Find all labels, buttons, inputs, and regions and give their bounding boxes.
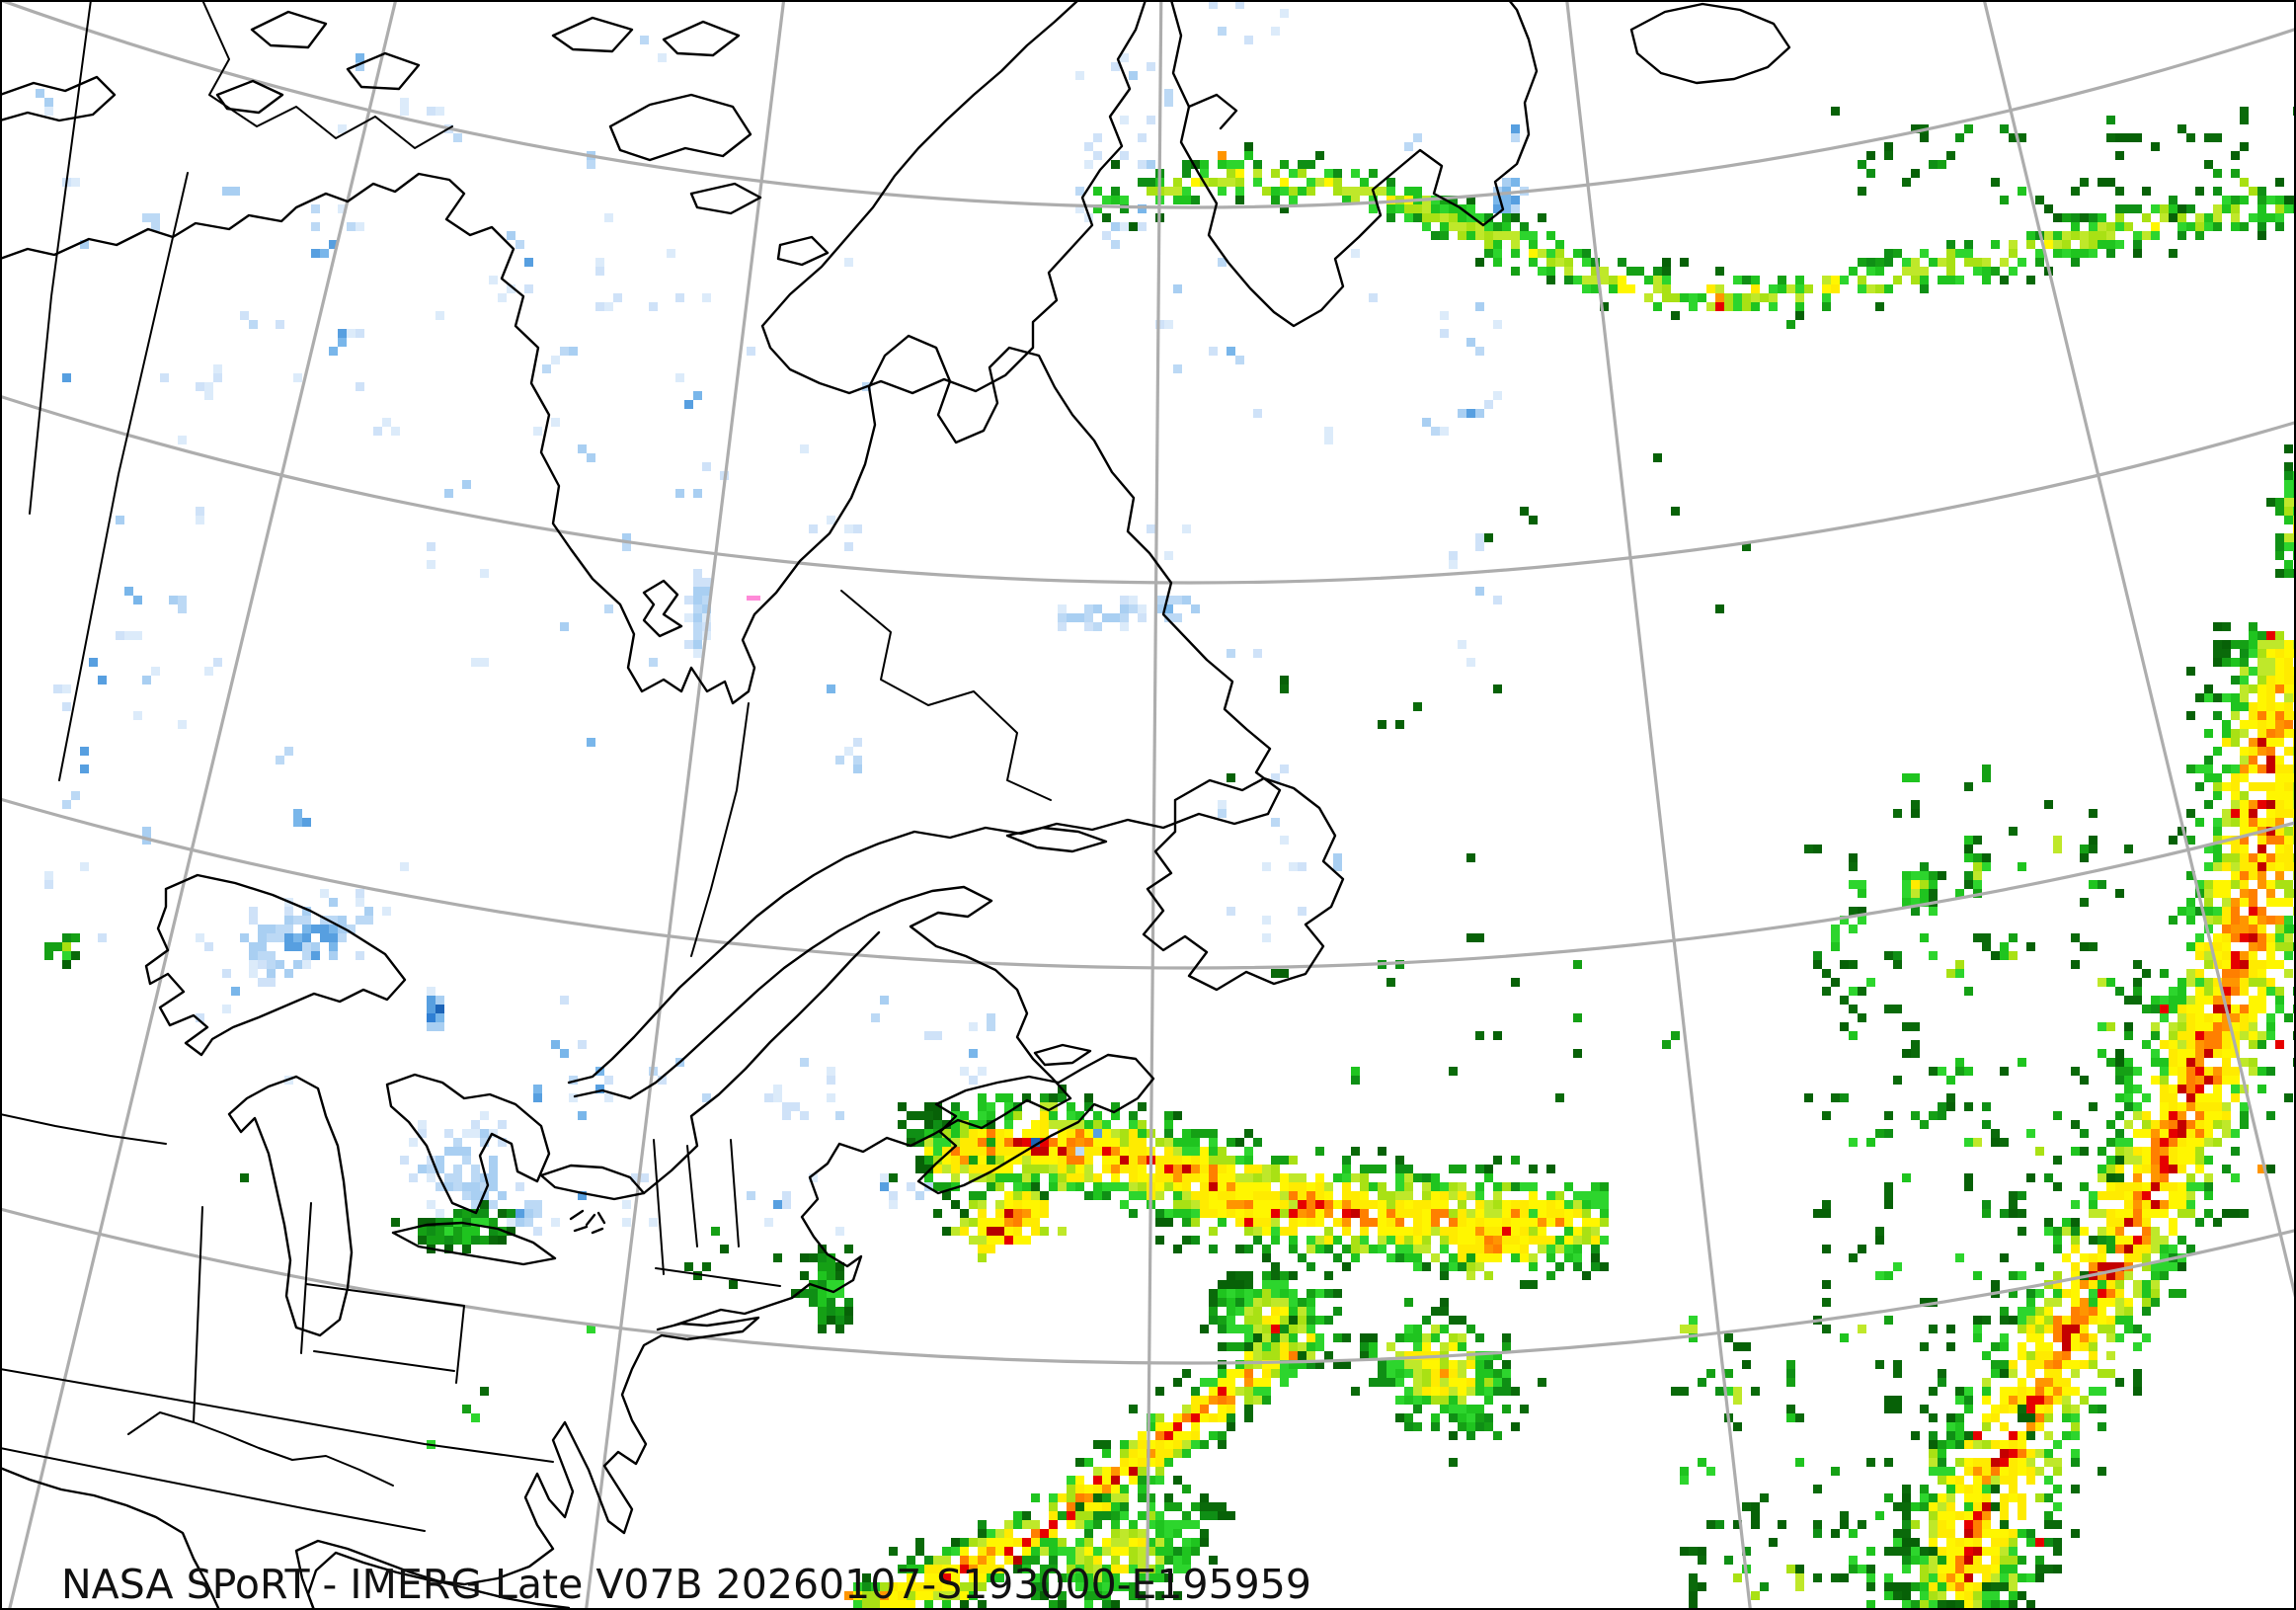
border-nunavut-zigzag	[201, 0, 453, 149]
border-mason-dixon	[313, 1350, 455, 1372]
coast-lake-superior	[144, 873, 407, 1057]
coast-us-east	[306, 1112, 1007, 1610]
pink-dash	[747, 596, 760, 601]
georgian-bay-snow	[400, 1111, 524, 1218]
soo-snow-streak	[427, 987, 444, 1031]
coast-lake-ontario	[539, 1164, 646, 1201]
storm-merge-lobe	[1342, 1298, 1546, 1467]
se-tip-greens	[684, 1227, 809, 1298]
coast-lake-erie	[391, 1221, 557, 1266]
coast-nova-scotia	[916, 1053, 1155, 1195]
coast-pei	[1033, 1043, 1092, 1067]
coast-gaspe-newbrunswick	[573, 885, 1072, 1116]
coast-lake-michigan	[227, 1075, 354, 1337]
border-ny-ne	[653, 1139, 665, 1275]
border-oh-pa	[300, 1202, 312, 1354]
erie-shore-snow	[498, 1200, 542, 1236]
hatch-marks	[569, 1209, 606, 1235]
border-ma-ct	[655, 1267, 781, 1287]
central-quebec-snow	[471, 249, 871, 773]
erie-shore-rain	[391, 1200, 515, 1253]
coast-anticosti	[1005, 826, 1108, 853]
right-storm-top-edge	[2266, 444, 2296, 578]
border-nh-me	[730, 1139, 740, 1248]
labrador-coast-snow	[1138, 116, 1529, 667]
right-storm-west-cell-a	[1902, 862, 1946, 916]
coast-mainland-hudson-bay	[0, 172, 1282, 816]
coast-gulf-florida	[0, 1466, 221, 1610]
border-mb-on	[58, 172, 189, 781]
gulf-stlawrence-snow-e	[1155, 596, 1200, 622]
coastline-layer	[0, 0, 1791, 1610]
coast-southampton-island	[608, 93, 752, 162]
isolated-green-cells	[62, 178, 2257, 1449]
border-va-nc	[0, 1368, 554, 1463]
coast-lake-huron	[385, 1073, 551, 1215]
gulf-stlawrence-snow	[1058, 596, 1147, 631]
right-storm-west-cell-b	[1964, 845, 1991, 898]
orange-accent-cells	[844, 151, 2284, 1600]
caption: NASA SPoRT - IMERG Late V07B 20260107-S1…	[61, 1561, 1311, 1608]
mid-atlantic-green-scatter	[1227, 453, 1751, 1102]
border-in-oh	[193, 1206, 203, 1423]
coast-greenland	[1169, 0, 1539, 328]
storm-core-west	[951, 1191, 1067, 1262]
political-borders-layer	[0, 0, 1052, 1532]
border-us-canada-west	[0, 1113, 167, 1145]
nw-prairie-snow	[36, 53, 471, 569]
coast-greenland-fjord	[1187, 93, 1238, 130]
coast-ellesmere-fragment	[662, 20, 741, 57]
coast-stlawrence-north-shore	[567, 812, 1270, 1085]
coast-king-william	[250, 10, 328, 49]
border-tn-ga	[0, 1447, 426, 1532]
greenland-interior-snow	[1209, 0, 1289, 44]
coast-baffin-island	[760, 0, 1148, 395]
tail-se-spread	[1013, 1476, 1235, 1610]
coast-mansel-island	[776, 235, 830, 267]
border-pa-ny	[305, 1283, 465, 1384]
red-accent-cells	[987, 302, 2284, 1610]
superior-snow-band	[222, 862, 409, 987]
coast-florida-east	[294, 1539, 571, 1610]
coast-devon-island	[551, 16, 634, 53]
border-vt-nh	[686, 1145, 698, 1248]
coast-victoria-island	[0, 75, 117, 122]
coast-newfoundland	[1142, 776, 1345, 992]
precipitation-layer	[36, 0, 2296, 1610]
border-quebec-labrador	[840, 590, 1052, 801]
right-storm-west-scatter	[1804, 765, 2142, 1333]
coast-prince-of-wales	[346, 51, 421, 91]
coast-belcher-islands	[642, 579, 683, 638]
storm-core-mid	[1191, 1165, 1298, 1236]
coast-coats-island	[689, 182, 762, 215]
newfoundland-snow	[1218, 765, 1342, 942]
tail-band	[853, 1316, 1342, 1610]
iceland-rain-band	[1093, 142, 2296, 329]
right-storm-spine	[1866, 622, 2296, 1610]
border-sk-mb	[29, 0, 92, 515]
border-ontario-quebec	[690, 702, 750, 957]
w-prairie-snow	[44, 587, 311, 1085]
coast-iceland	[1629, 2, 1791, 85]
border-ohio-river	[127, 1411, 394, 1487]
